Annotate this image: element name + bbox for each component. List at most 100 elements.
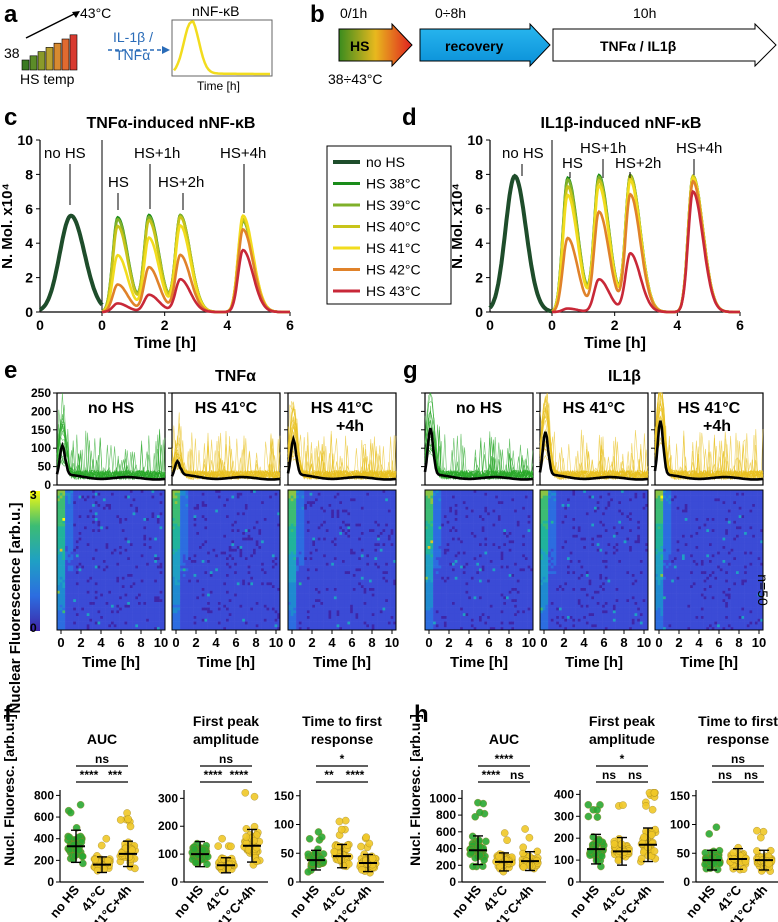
heat-cell <box>182 579 186 583</box>
heat-cell <box>336 512 340 516</box>
heat-cell <box>209 582 213 586</box>
heat-cell <box>215 532 219 536</box>
heat-cell <box>374 520 378 524</box>
cell-trace <box>171 432 281 481</box>
heat-cell <box>226 546 229 550</box>
heat-cell <box>255 509 259 513</box>
heat-cell <box>207 627 211 631</box>
heat-cell <box>67 613 71 617</box>
heat-cell <box>174 498 178 502</box>
heat-cell <box>62 576 66 580</box>
heat-cell <box>111 498 114 502</box>
heat-cell <box>94 495 98 499</box>
heat-cell <box>86 540 90 544</box>
heat-cell <box>148 576 152 580</box>
legend-label: HS 39°C <box>366 197 421 213</box>
x-tick-label: 6 <box>232 635 239 650</box>
heat-cell <box>269 518 273 522</box>
heat-cell <box>204 590 208 594</box>
heat-cell <box>180 543 184 547</box>
heat-cell <box>234 560 238 564</box>
heat-cell <box>185 560 189 564</box>
heat-cell <box>132 551 136 555</box>
heat-cell <box>277 490 281 494</box>
heat-cell <box>116 532 120 536</box>
heat-cell <box>320 537 324 541</box>
heat-cell <box>263 490 267 494</box>
heat-cell <box>269 534 273 538</box>
heat-cell <box>121 501 125 505</box>
heat-cell <box>269 526 273 530</box>
heat-cell <box>304 504 308 508</box>
heat-cell <box>59 599 63 603</box>
heat-cell <box>172 543 175 547</box>
heat-cell <box>387 520 391 524</box>
heat-cell <box>70 618 74 622</box>
heat-cell <box>277 562 281 566</box>
heat-cell <box>352 506 356 510</box>
heat-cell <box>132 546 136 550</box>
heat-cell <box>159 529 163 533</box>
heat-cell <box>290 492 294 496</box>
heat-cell <box>148 532 152 536</box>
heat-cell <box>228 571 232 575</box>
heat-cell <box>116 540 120 544</box>
heat-cell <box>269 560 273 564</box>
heat-cell <box>135 590 139 594</box>
heat-cell <box>328 534 332 538</box>
heat-cell <box>325 523 329 527</box>
heat-cell <box>94 627 98 631</box>
heat-cell <box>234 529 238 533</box>
heat-cell <box>121 562 125 566</box>
heat-cell <box>250 501 254 505</box>
heat-cell <box>266 562 270 566</box>
heat-cell <box>317 515 321 519</box>
heat-cell <box>204 490 208 494</box>
heat-cell <box>78 498 82 502</box>
heat-cell <box>253 613 256 617</box>
heat-cell <box>129 565 133 569</box>
heat-cell <box>119 498 123 502</box>
heat-cell <box>185 610 189 614</box>
heat-cell <box>73 627 77 631</box>
heat-cell <box>182 529 186 533</box>
heat-cell <box>201 562 205 566</box>
heat-cell <box>121 582 125 586</box>
heat-cell <box>180 579 184 583</box>
heat-cell <box>271 506 275 510</box>
heat-cell <box>271 537 275 541</box>
heat-cell <box>199 529 202 533</box>
heat-cell <box>369 526 372 530</box>
heat-cell <box>352 512 356 516</box>
heat-cell <box>204 582 208 586</box>
heat-cell <box>57 532 60 536</box>
heat-cell <box>73 543 77 547</box>
heat-cell <box>162 624 166 628</box>
heat-cell <box>135 534 139 538</box>
heat-cell <box>156 557 160 561</box>
heat-cell <box>127 532 131 536</box>
heat-cell <box>369 520 372 524</box>
heat-cell <box>190 495 194 499</box>
x-tick-label: 10 <box>269 635 283 650</box>
heat-cell <box>86 551 90 555</box>
heat-cell <box>355 529 359 533</box>
heat-cell <box>274 610 278 614</box>
heat-cell <box>253 574 256 578</box>
heat-cell <box>174 593 178 597</box>
heat-cell <box>156 610 160 614</box>
heat-cell <box>228 492 232 496</box>
heat-cell <box>320 518 324 522</box>
heat-cell <box>97 607 101 611</box>
heat-cell <box>73 593 77 597</box>
heat-cell <box>228 607 232 611</box>
heat-cell <box>92 506 96 510</box>
heat-cell <box>174 551 178 555</box>
heat-cell <box>196 604 200 608</box>
heat-cell <box>258 520 262 524</box>
heat-cell <box>328 515 332 519</box>
heat-cell <box>333 520 337 524</box>
heat-cell <box>148 529 152 533</box>
heat-cell <box>105 602 109 606</box>
heat-cell <box>323 529 327 533</box>
